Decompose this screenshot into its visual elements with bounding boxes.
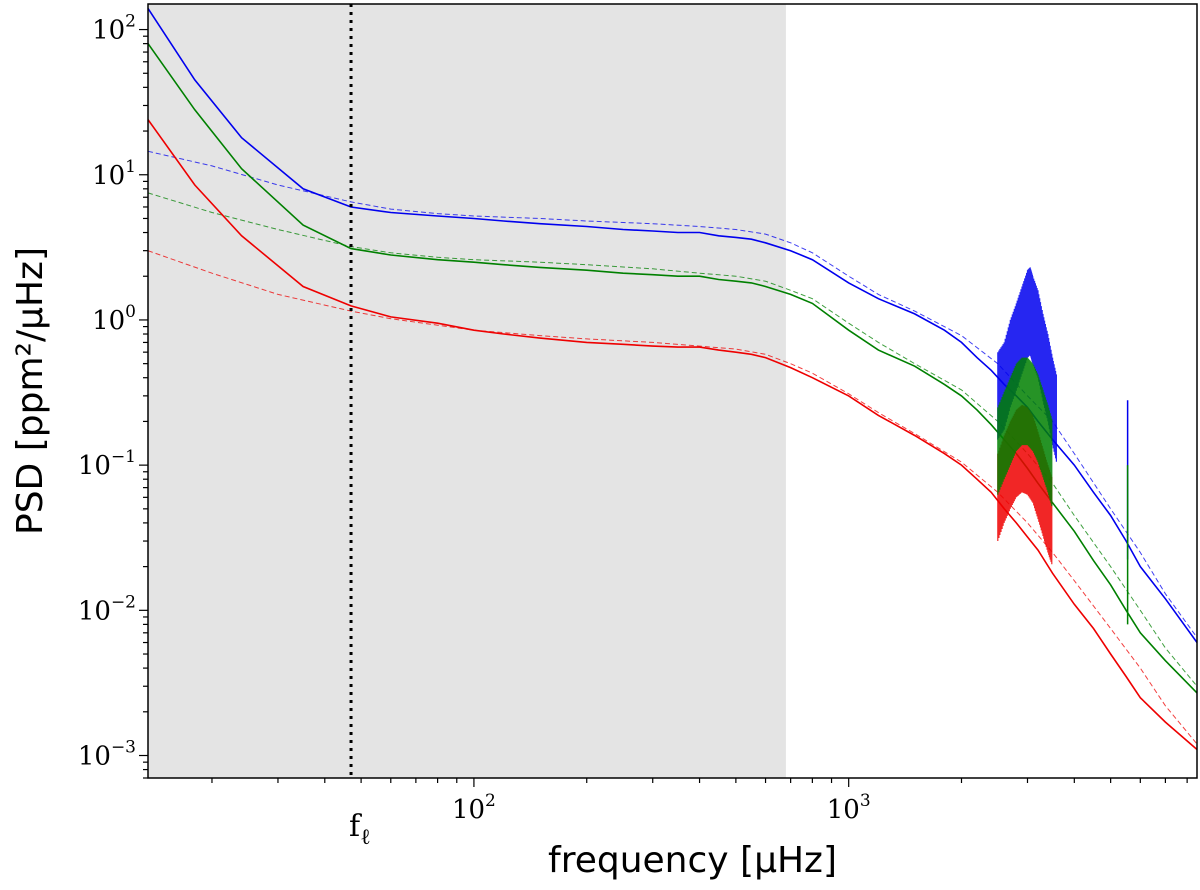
y-tick-label-exponent: 2 — [125, 12, 136, 32]
x-tick-label-exponent: 3 — [860, 791, 871, 811]
series-line-4 — [147, 119, 1198, 751]
y-tick-label: 10−3 — [78, 738, 136, 772]
y-tick-label-exponent: −1 — [111, 447, 136, 467]
series-line-2 — [147, 43, 1198, 694]
y-tick-label: 101 — [92, 157, 136, 191]
x-axis-title: frequency [μHz] — [548, 840, 837, 881]
y-tick-label-exponent: 0 — [125, 302, 136, 322]
oscillation-peaks-6 — [997, 267, 1057, 462]
plot-frame — [147, 3, 1198, 779]
y-tick-label-exponent: 1 — [125, 157, 136, 177]
y-tick-label-base: 10 — [92, 306, 125, 336]
y-tick-label-exponent: −3 — [111, 738, 136, 758]
vertical-line-label: fℓ — [349, 809, 371, 850]
x-tick-label: 102 — [452, 791, 496, 825]
series-layer — [147, 7, 1198, 751]
y-tick-label: 10−1 — [78, 447, 136, 481]
y-tick-label-base: 10 — [92, 16, 125, 46]
x-tick-label-base: 10 — [452, 795, 485, 825]
y-tick-label-base: 10 — [78, 742, 111, 772]
x-tick-label-base: 10 — [827, 795, 860, 825]
y-tick-label-exponent: −2 — [111, 592, 136, 612]
x-tick-label-exponent: 2 — [485, 791, 496, 811]
oscillation-peaks-8 — [997, 357, 1053, 507]
y-tick-label-base: 10 — [78, 451, 111, 481]
series-line-0 — [147, 7, 1198, 643]
y-axis-title: PSD [ppm²/μHz] — [10, 247, 51, 535]
y-tick-label-base: 10 — [78, 596, 111, 626]
y-tick-label: 10−2 — [78, 592, 136, 626]
vertical-line-label-base: f — [349, 809, 362, 844]
y-tick-label: 102 — [92, 12, 136, 46]
shaded-low-frequency-region — [148, 4, 786, 778]
series-line-5 — [147, 250, 1198, 745]
vertical-line-label-sub: ℓ — [360, 825, 371, 850]
y-tick-label: 100 — [92, 302, 136, 336]
series-line-1 — [147, 150, 1198, 638]
y-tick-label-base: 10 — [92, 161, 125, 191]
series-line-3 — [147, 192, 1198, 687]
x-tick-label: 103 — [827, 791, 871, 825]
